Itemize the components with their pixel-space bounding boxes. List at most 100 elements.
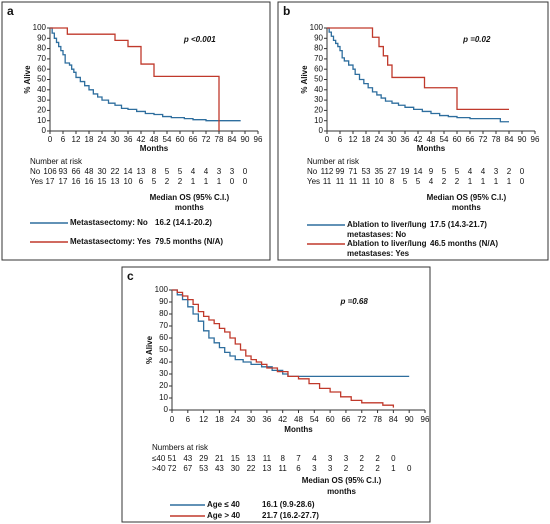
y-tick-label: 40	[159, 357, 168, 366]
y-tick-label: 30	[37, 95, 46, 104]
risk-count: 15	[231, 454, 240, 463]
y-tick-label: 10	[37, 116, 46, 125]
y-tick-label: 80	[159, 309, 168, 318]
x-tick-label: 30	[111, 135, 120, 144]
y-tick-label: 90	[37, 33, 46, 42]
risk-table-title: Numbers at risk	[152, 443, 209, 452]
risk-count: 22	[247, 464, 256, 473]
risk-count: 3	[217, 167, 222, 176]
risk-count: 93	[59, 167, 68, 176]
legend-subtitle: months	[175, 203, 204, 212]
risk-count: 67	[183, 464, 192, 473]
risk-count: 5	[178, 167, 183, 176]
p-value: p <0.001	[183, 35, 216, 44]
risk-count: 11	[263, 454, 272, 463]
risk-count: 16	[85, 177, 94, 186]
y-axis-label: % Alive	[145, 335, 154, 364]
y-tick-label: 40	[314, 85, 323, 94]
x-tick-label: 90	[518, 135, 527, 144]
y-tick-label: 0	[42, 126, 47, 135]
y-tick-label: 50	[314, 75, 323, 84]
y-tick-label: 70	[159, 321, 168, 330]
x-tick-label: 48	[150, 135, 159, 144]
risk-count: 1	[217, 177, 222, 186]
legend-median: 21.7 (16.2-27.7)	[262, 511, 319, 520]
risk-count: 2	[165, 177, 170, 186]
y-tick-label: 0	[319, 126, 324, 135]
risk-count: 3	[494, 167, 499, 176]
panel-border	[121, 266, 431, 523]
x-tick-label: 6	[186, 415, 191, 424]
risk-count: 112	[321, 167, 334, 176]
y-tick-label: 30	[159, 369, 168, 378]
risk-count: 2	[360, 464, 365, 473]
x-tick-label: 48	[427, 135, 436, 144]
x-tick-label: 30	[388, 135, 397, 144]
risk-count: 19	[401, 167, 410, 176]
risk-count: 106	[43, 167, 57, 176]
y-tick-label: 70	[37, 54, 46, 63]
survival-curve	[172, 289, 395, 408]
x-tick-label: 24	[375, 135, 384, 144]
risk-count: 53	[199, 464, 208, 473]
risk-count: 14	[414, 167, 423, 176]
risk-count: 10	[375, 177, 384, 186]
risk-count: 0	[243, 177, 248, 186]
y-tick-label: 0	[164, 405, 169, 414]
x-tick-label: 54	[310, 415, 319, 424]
legend-item: Metastasectomy: Yes	[70, 237, 151, 246]
risk-count: 1	[494, 177, 499, 186]
x-tick-label: 96	[421, 415, 430, 424]
x-tick-label: 0	[325, 135, 330, 144]
x-tick-label: 60	[326, 415, 335, 424]
legend-label: Metastasectomy: Yes	[70, 237, 151, 246]
risk-count: 35	[375, 167, 384, 176]
x-tick-label: 96	[531, 135, 540, 144]
survival-curve	[327, 27, 509, 123]
y-tick-label: 70	[314, 54, 323, 63]
y-tick-label: 60	[159, 333, 168, 342]
x-tick-label: 66	[189, 135, 198, 144]
risk-count: 2	[375, 464, 380, 473]
risk-count: 15	[98, 177, 107, 186]
y-tick-label: 100	[33, 23, 47, 32]
risk-count: 4	[312, 454, 317, 463]
survival-curve	[327, 27, 509, 111]
risk-count: 0	[407, 464, 412, 473]
x-axis-label: Months	[417, 144, 446, 153]
risk-count: 7	[296, 454, 301, 463]
legend-label: Ablation to liver/lung metastases: No	[347, 220, 427, 239]
x-tick-label: 78	[215, 135, 224, 144]
x-tick-label: 84	[505, 135, 514, 144]
y-tick-label: 10	[159, 393, 168, 402]
x-tick-label: 48	[294, 415, 303, 424]
legend-subtitle: months	[452, 203, 481, 212]
panel-border	[1, 1, 271, 261]
risk-count: 10	[124, 177, 133, 186]
risk-count: 6	[296, 464, 301, 473]
risk-count: 71	[349, 167, 358, 176]
risk-count: 1	[507, 177, 512, 186]
panel-border	[277, 1, 549, 261]
risk-count: 1	[468, 177, 473, 186]
risk-count: 5	[403, 177, 408, 186]
x-tick-label: 60	[453, 135, 462, 144]
risk-count: 1	[391, 464, 396, 473]
risk-row-label: >40	[152, 464, 166, 473]
risk-count: 21	[215, 454, 224, 463]
risk-count: 2	[455, 177, 460, 186]
risk-count: 0	[520, 177, 525, 186]
x-tick-label: 0	[170, 415, 175, 424]
risk-count: 53	[362, 167, 371, 176]
risk-count: 1	[481, 177, 486, 186]
x-tick-label: 36	[124, 135, 133, 144]
x-tick-label: 84	[228, 135, 237, 144]
x-tick-label: 12	[199, 415, 208, 424]
x-tick-label: 72	[357, 415, 366, 424]
x-tick-label: 18	[85, 135, 94, 144]
x-tick-label: 42	[137, 135, 146, 144]
risk-row-label: Yes	[30, 177, 43, 186]
panel-label: b	[283, 4, 290, 18]
risk-count: 1	[191, 177, 196, 186]
legend-item: Age ≤ 40	[207, 500, 240, 509]
